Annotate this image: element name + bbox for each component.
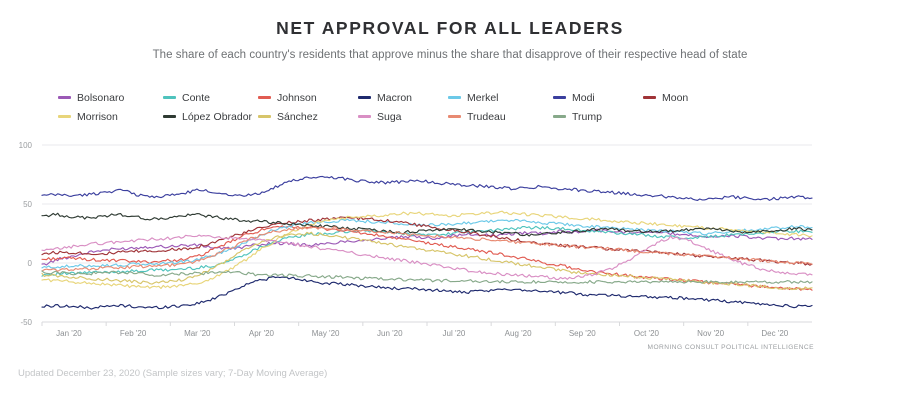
legend-item-s-nchez[interactable]: Sánchez [258,111,358,123]
series-lines [41,175,813,310]
x-tick-label: Jul '20 [443,329,466,338]
legend-item-bolsonaro[interactable]: Bolsonaro [58,92,163,104]
legend-swatch-icon [58,115,71,118]
legend-swatch-icon [358,115,371,118]
x-tick-label: Mar '20 [184,329,211,338]
source-attribution: MORNING CONSULT POLITICAL INTELLIGENCE [647,344,814,351]
x-axis-tick-labels: Jan '20 Feb '20 Mar '20 Apr '20 May '20 Jun '… [41,322,789,338]
series-line-johnson [41,224,813,291]
legend-item-modi[interactable]: Modi [553,92,643,104]
chart-plot-area: 100 50 0 -50 Jan '20 Feb '20 Mar '20 Apr '20 Ma… [0,130,900,345]
legend-item-merkel[interactable]: Merkel [448,92,553,104]
gridlines [42,144,812,323]
legend-swatch-icon [553,96,566,99]
legend-row-1: Bolsonaro Conte Johnson Macron Merkel Modi Moo… [58,88,838,107]
page-title: NET APPROVAL FOR ALL LEADERS [276,18,624,38]
legend-item-moon[interactable]: Moon [643,92,688,104]
line-chart-svg: 100 50 0 -50 Jan '20 Feb '20 Mar '20 Apr '20 Ma… [19,141,813,338]
series-line-trump [41,270,813,284]
series-line-suga [41,234,813,281]
legend-swatch-icon [258,115,271,118]
legend-item-trump[interactable]: Trump [553,111,643,123]
legend-item-l-pez-obrador[interactable]: López Obrador [163,111,258,123]
series-line-morrison [41,210,813,290]
legend-swatch-icon [553,115,566,118]
legend-label: López Obrador [182,110,253,123]
x-tick-label: Jan '20 [56,329,82,338]
legend-label: Modi [572,91,595,104]
series-line-moon [41,216,813,266]
legend-item-trudeau[interactable]: Trudeau [448,111,553,123]
legend-label: Suga [377,110,402,123]
legend-item-johnson[interactable]: Johnson [258,92,358,104]
legend-swatch-icon [358,96,371,99]
x-tick-label: Apr '20 [249,329,275,338]
legend-item-conte[interactable]: Conte [163,92,258,104]
legend-row-2: Morrison López Obrador Sánchez Suga Trudeau T… [58,107,838,126]
x-tick-label: Feb '20 [120,329,147,338]
legend-label: Sánchez [277,110,318,123]
page-subtitle: The share of each country's residents th… [152,49,748,61]
chart-legend: Bolsonaro Conte Johnson Macron Merkel Modi Moo… [58,88,838,126]
x-tick-label: Oct '20 [634,329,660,338]
y-axis-tick-labels: 100 50 0 -50 [19,141,33,327]
legend-label: Merkel [467,91,499,104]
legend-label: Trump [572,110,602,123]
legend-label: Trudeau [467,110,506,123]
legend-item-suga[interactable]: Suga [358,111,448,123]
legend-item-macron[interactable]: Macron [358,92,448,104]
footer-note: Updated December 23, 2020 (Sample sizes … [18,368,328,379]
legend-swatch-icon [163,115,176,118]
legend-swatch-icon [448,115,461,118]
legend-swatch-icon [643,96,656,99]
legend-label: Macron [377,91,413,104]
legend-swatch-icon [163,96,176,99]
series-line-bolsonaro [41,228,813,266]
legend-swatch-icon [258,96,271,99]
series-line-trudeau [41,226,813,272]
x-tick-label: Jun '20 [377,329,403,338]
x-tick-label: Nov '20 [697,329,724,338]
legend-item-morrison[interactable]: Morrison [58,111,163,123]
y-tick-label: 100 [19,141,33,150]
series-line-modi [41,175,813,201]
series-line-l-pez-obrador [41,212,813,237]
legend-label: Morrison [77,110,118,123]
x-tick-label: May '20 [312,329,340,338]
legend-label: Moon [662,91,689,104]
y-tick-label: -50 [20,318,32,327]
x-tick-label: Dec '20 [761,329,788,338]
series-line-s-nchez [41,231,813,291]
series-line-macron [41,275,813,310]
y-tick-label: 50 [23,200,32,209]
legend-swatch-icon [448,96,461,99]
legend-label: Bolsonaro [77,91,125,104]
x-tick-label: Sep '20 [569,329,596,338]
legend-label: Johnson [277,91,317,104]
legend-swatch-icon [58,96,71,99]
legend-label: Conte [182,91,211,104]
y-tick-label: 0 [28,259,33,268]
x-tick-label: Aug '20 [505,329,532,338]
